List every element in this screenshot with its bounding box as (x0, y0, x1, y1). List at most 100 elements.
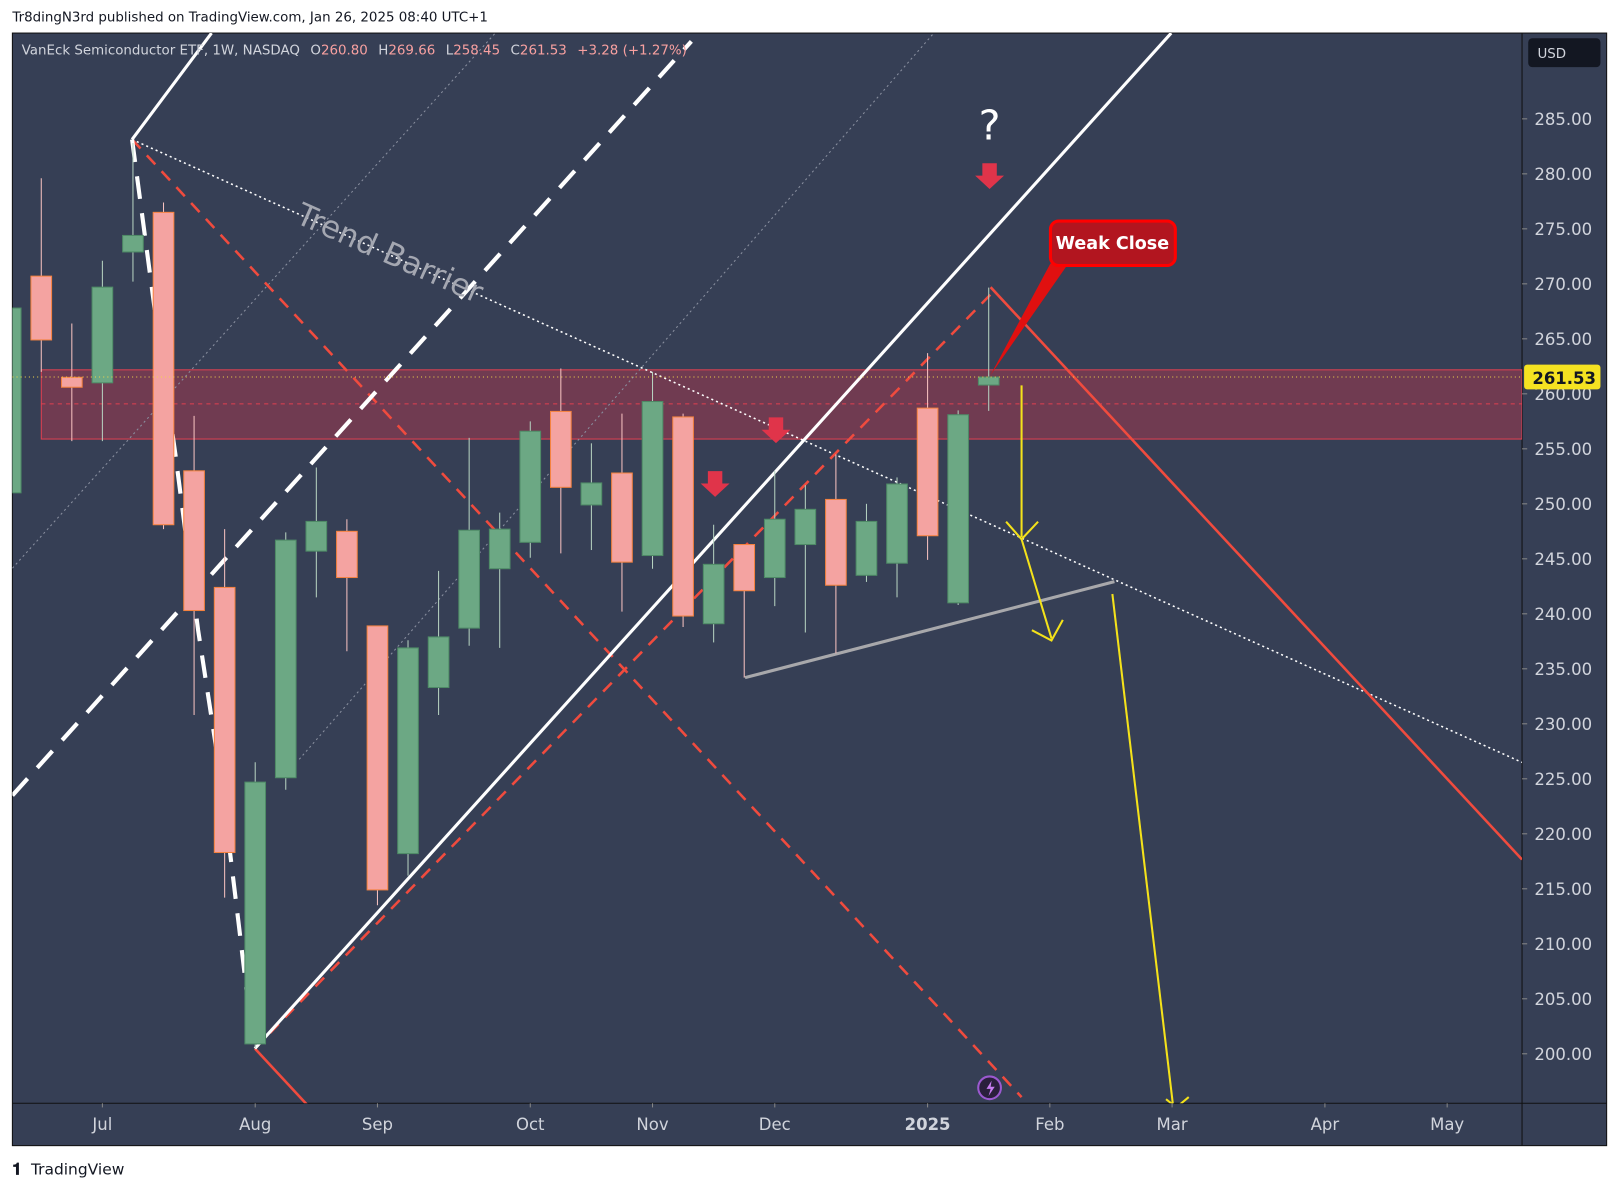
candles (12, 143, 1000, 1049)
event-bolt (986, 1080, 995, 1097)
ohlc-key: C (511, 44, 520, 59)
last-price-label: 261.53 (1532, 369, 1596, 388)
y-tick-label: 245.00 (1534, 550, 1592, 569)
candle-body (213, 586, 236, 854)
red-line (253, 1047, 308, 1104)
candle-body (366, 625, 389, 891)
support-line (744, 580, 1115, 680)
candle-body (60, 376, 83, 388)
candle-body (12, 307, 22, 494)
candle-body (916, 407, 939, 537)
ohlc-key: H (378, 44, 388, 59)
x-tick-label: Apr (1311, 1115, 1340, 1134)
ohlc-value: 258.45 (453, 44, 500, 59)
y-tick-label: 220.00 (1534, 825, 1592, 844)
x-tick-label: Sep (362, 1115, 393, 1134)
red-dashed-line (131, 138, 1023, 1098)
candle-body (336, 530, 358, 579)
candle-body (122, 234, 144, 253)
x-tick-label: Aug (239, 1115, 271, 1134)
candle-body (549, 410, 572, 488)
y-tick-label: 280.00 (1534, 165, 1592, 184)
ohlc-value: 269.66 (388, 44, 435, 59)
channel-line (130, 33, 213, 141)
candle-body (641, 401, 664, 557)
candle-body (977, 376, 1000, 386)
candle-body (886, 483, 908, 564)
candle-body (611, 472, 633, 563)
red-dashed-line (253, 293, 992, 1050)
red-line (989, 286, 1523, 861)
legend-line: VanEck Semiconductor ETF, 1W, NASDAQ O26… (22, 44, 687, 59)
y-tick-label: 210.00 (1534, 935, 1592, 954)
down-arrow (975, 163, 1005, 190)
ohlc-key: O (310, 44, 321, 59)
arrow-head (1031, 619, 1064, 642)
publisher: Tr8dingN3rd published on TradingView.com… (11, 11, 488, 26)
y-tick-label: 255.00 (1534, 440, 1592, 459)
white-dashed-path (130, 139, 255, 1044)
x-tick-label: Mar (1157, 1115, 1188, 1134)
change: +3.28 (+1.27%) (577, 44, 687, 59)
overlays: ? Weak Close (700, 101, 1190, 1104)
symbol: VanEck Semiconductor ETF, 1W, NASDAQ (22, 44, 300, 59)
candle-body (763, 518, 786, 579)
dotted-guide (298, 33, 935, 760)
candle-body (580, 482, 603, 506)
y-tick-label: 285.00 (1534, 110, 1592, 129)
down-arrow (761, 417, 791, 444)
currency[interactable]: USD (1538, 47, 1567, 62)
yellow-arrow (1020, 538, 1053, 639)
candle-body (947, 414, 969, 604)
yellow-arrow (1111, 593, 1174, 1104)
candle-body (183, 470, 205, 612)
ohlc-value: 260.80 (321, 44, 368, 59)
candle-body (672, 416, 694, 617)
y-tick-label: 215.00 (1534, 880, 1592, 899)
x-tick-label: Oct (516, 1115, 545, 1134)
white-dashed-line (12, 39, 693, 797)
footer-logo: 𝟏 (12, 1160, 21, 1179)
y-tick-label: 250.00 (1534, 495, 1592, 514)
x-tick-label: 2025 (905, 1115, 951, 1134)
x-tick-label: May (1430, 1115, 1464, 1134)
y-tick-label: 275.00 (1534, 220, 1592, 239)
question-mark: ? (979, 101, 1001, 149)
candle-body (702, 563, 725, 625)
trend-barrier-line (131, 138, 1523, 764)
callout-pointer (990, 263, 1067, 375)
callout-text: Weak Close (1056, 234, 1170, 254)
axes: 200.00 205.00 210.00 215.00 220.00 225.00 230.… (12, 110, 1601, 1134)
y-tick-label: 230.00 (1534, 715, 1592, 734)
callout-box (1048, 219, 1177, 268)
x-tick-label: Dec (759, 1115, 791, 1134)
legend: VanEck Semiconductor ETF, 1W, NASDAQ O26… (22, 44, 687, 59)
candle-body (458, 529, 480, 629)
candle-body (519, 430, 542, 543)
ohlc-value: 261.53 (520, 44, 567, 59)
candle-body (274, 539, 297, 779)
x-tick-label: Feb (1035, 1115, 1064, 1134)
candle-body (733, 544, 756, 592)
y-tick-label: 205.00 (1534, 990, 1592, 1009)
y-tick-label: 235.00 (1534, 660, 1592, 679)
candle-body (91, 286, 114, 384)
y-tick-label: 200.00 (1534, 1045, 1592, 1064)
y-tick-label: 270.00 (1534, 275, 1592, 294)
channel-line (253, 33, 1173, 1050)
candle-body (794, 508, 817, 546)
y-tick-label: 225.00 (1534, 770, 1592, 789)
last-price-tag (1524, 364, 1601, 390)
candle-body (855, 520, 878, 576)
currency-button[interactable] (1528, 38, 1601, 68)
candle-body (305, 520, 328, 552)
footer-brand: TradingView (30, 1161, 124, 1179)
candle-body (397, 647, 419, 855)
x-tick-label: Jul (91, 1115, 112, 1134)
candle-body (825, 498, 847, 586)
candle-body (488, 528, 511, 570)
candle-body (30, 275, 53, 341)
x-tick-label: Nov (636, 1115, 668, 1134)
